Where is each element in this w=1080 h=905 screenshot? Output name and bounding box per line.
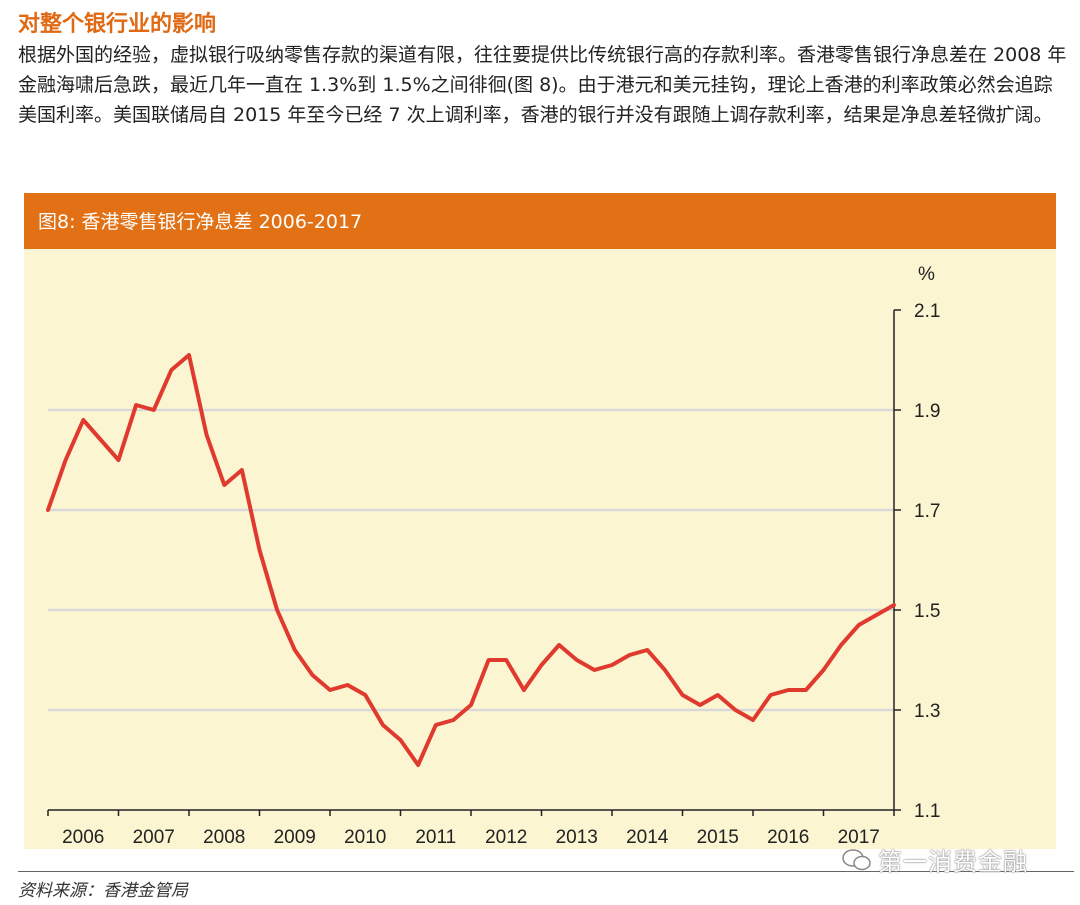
x-tick-label: 2010 xyxy=(344,827,386,848)
chart-area: 1.1 1.3 1.5 1.7 1.9 2.1% 2006 2007 2008 2009 2010 2… xyxy=(24,249,1056,849)
y-tick-label: 1.9 xyxy=(914,401,940,422)
y-tick-label: 1.7 xyxy=(914,501,940,522)
figure-title: 图8: 香港零售银行净息差 2006-2017 xyxy=(38,211,363,233)
series-line xyxy=(46,353,896,767)
watermark-text: 第一消费金融 xyxy=(878,848,1028,876)
source-note: 资料来源：香港金管局 xyxy=(18,881,188,901)
y-tick-label: 1.1 xyxy=(914,801,940,822)
x-tick-label: 2012 xyxy=(485,827,527,848)
x-tick-label: 2011 xyxy=(415,827,456,848)
y-tick-label: 1.5 xyxy=(914,601,940,622)
section-title: 对整个银行业的影响 xyxy=(18,12,217,37)
x-tick-label: 2009 xyxy=(274,827,316,848)
x-tick-label: 2016 xyxy=(767,827,809,848)
x-tick-label: 2013 xyxy=(556,827,598,848)
line-chart: 1.1 1.3 1.5 1.7 1.9 2.1% 2006 2007 2008 2009 2010 2… xyxy=(46,264,940,848)
x-tick-label: 2007 xyxy=(133,827,175,848)
wechat-icon xyxy=(842,848,871,870)
y-axis-label: % xyxy=(918,264,935,285)
watermark: 第一消费金融 xyxy=(842,842,1028,877)
body-paragraph: 根据外国的经验，虚拟银行吸纳零售存款的渠道有限，往往要提供比传统银行高的存款利率… xyxy=(18,44,1067,126)
y-tick-label: 1.3 xyxy=(914,701,940,722)
x-tick-label: 2008 xyxy=(203,827,245,848)
x-tick-label: 2006 xyxy=(62,827,104,848)
x-tick-label: 2017 xyxy=(838,827,880,848)
y-tick-label: 2.1 xyxy=(914,301,940,322)
figure-header: 图8: 香港零售银行净息差 2006-2017 xyxy=(24,193,1056,249)
x-tick-label: 2014 xyxy=(626,827,669,848)
footer-divider xyxy=(18,871,1074,872)
x-tick-label: 2015 xyxy=(697,827,739,848)
